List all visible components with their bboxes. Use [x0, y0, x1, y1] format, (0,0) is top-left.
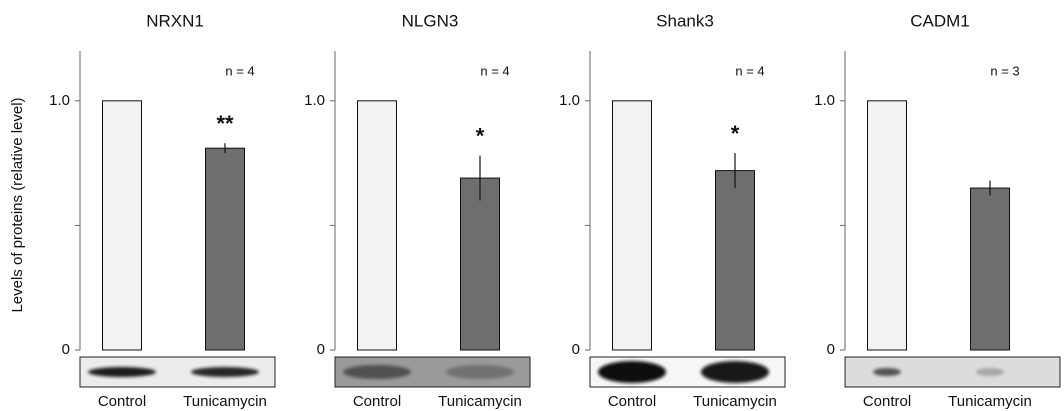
panel: Shank3 0 1.0 n = 4 Control * Tunicamycin: [559, 11, 785, 409]
x-tick-label: Tunicamycin: [438, 393, 522, 410]
blot-band: [701, 361, 769, 383]
bar: [971, 188, 1010, 350]
n-label: n = 4: [225, 63, 254, 78]
panel: NLGN3 0 1.0 n = 4 Control * Tunicamycin: [304, 11, 530, 409]
x-tick-label: Tunicamycin: [948, 393, 1032, 410]
y-tick-label: 1.0: [559, 92, 580, 109]
blot-band: [343, 365, 411, 379]
x-tick-label: Control: [863, 393, 911, 410]
bar: [868, 101, 907, 350]
chart-title: NLGN3: [402, 11, 459, 30]
x-tick-label: Tunicamycin: [183, 393, 267, 410]
x-tick-label: Control: [353, 393, 401, 410]
blot-band: [446, 365, 514, 379]
y-tick-label: 0: [827, 341, 835, 358]
x-tick-label: Control: [608, 393, 656, 410]
bar: [206, 148, 245, 350]
chart-title: NRXN1: [146, 11, 204, 30]
panel: CADM1 0 1.0 n = 3 Control Tunicamycin: [814, 11, 1060, 409]
n-label: n = 3: [990, 63, 1019, 78]
figure: NRXN1 Levels of proteins (relative level)…: [0, 0, 1064, 411]
n-label: n = 4: [735, 63, 764, 78]
y-axis-label: Levels of proteins (relative level): [9, 97, 26, 312]
y-tick-label: 0: [317, 341, 325, 358]
bar: [716, 171, 755, 350]
y-tick-label: 0: [572, 341, 580, 358]
blot-band: [191, 367, 259, 377]
bar: [461, 178, 500, 350]
y-tick-label: 1.0: [304, 92, 325, 109]
x-tick-label: Control: [98, 393, 146, 410]
blot-band: [598, 361, 666, 383]
y-tick-label: 0: [62, 341, 70, 358]
x-tick-label: Tunicamycin: [693, 393, 777, 410]
significance-mark: *: [731, 121, 740, 146]
blot-band: [976, 368, 1004, 376]
significance-mark: *: [476, 123, 485, 148]
chart-title: CADM1: [910, 11, 970, 30]
y-tick-label: 1.0: [49, 92, 70, 109]
n-label: n = 4: [480, 63, 509, 78]
chart-title: Shank3: [656, 11, 714, 30]
blot-band: [88, 367, 156, 377]
significance-mark: **: [216, 111, 234, 136]
bar: [103, 101, 142, 350]
bar: [358, 101, 397, 350]
y-tick-label: 1.0: [814, 92, 835, 109]
blot-band: [873, 368, 901, 376]
panel: NRXN1 Levels of proteins (relative level)…: [9, 11, 275, 409]
bar: [613, 101, 652, 350]
